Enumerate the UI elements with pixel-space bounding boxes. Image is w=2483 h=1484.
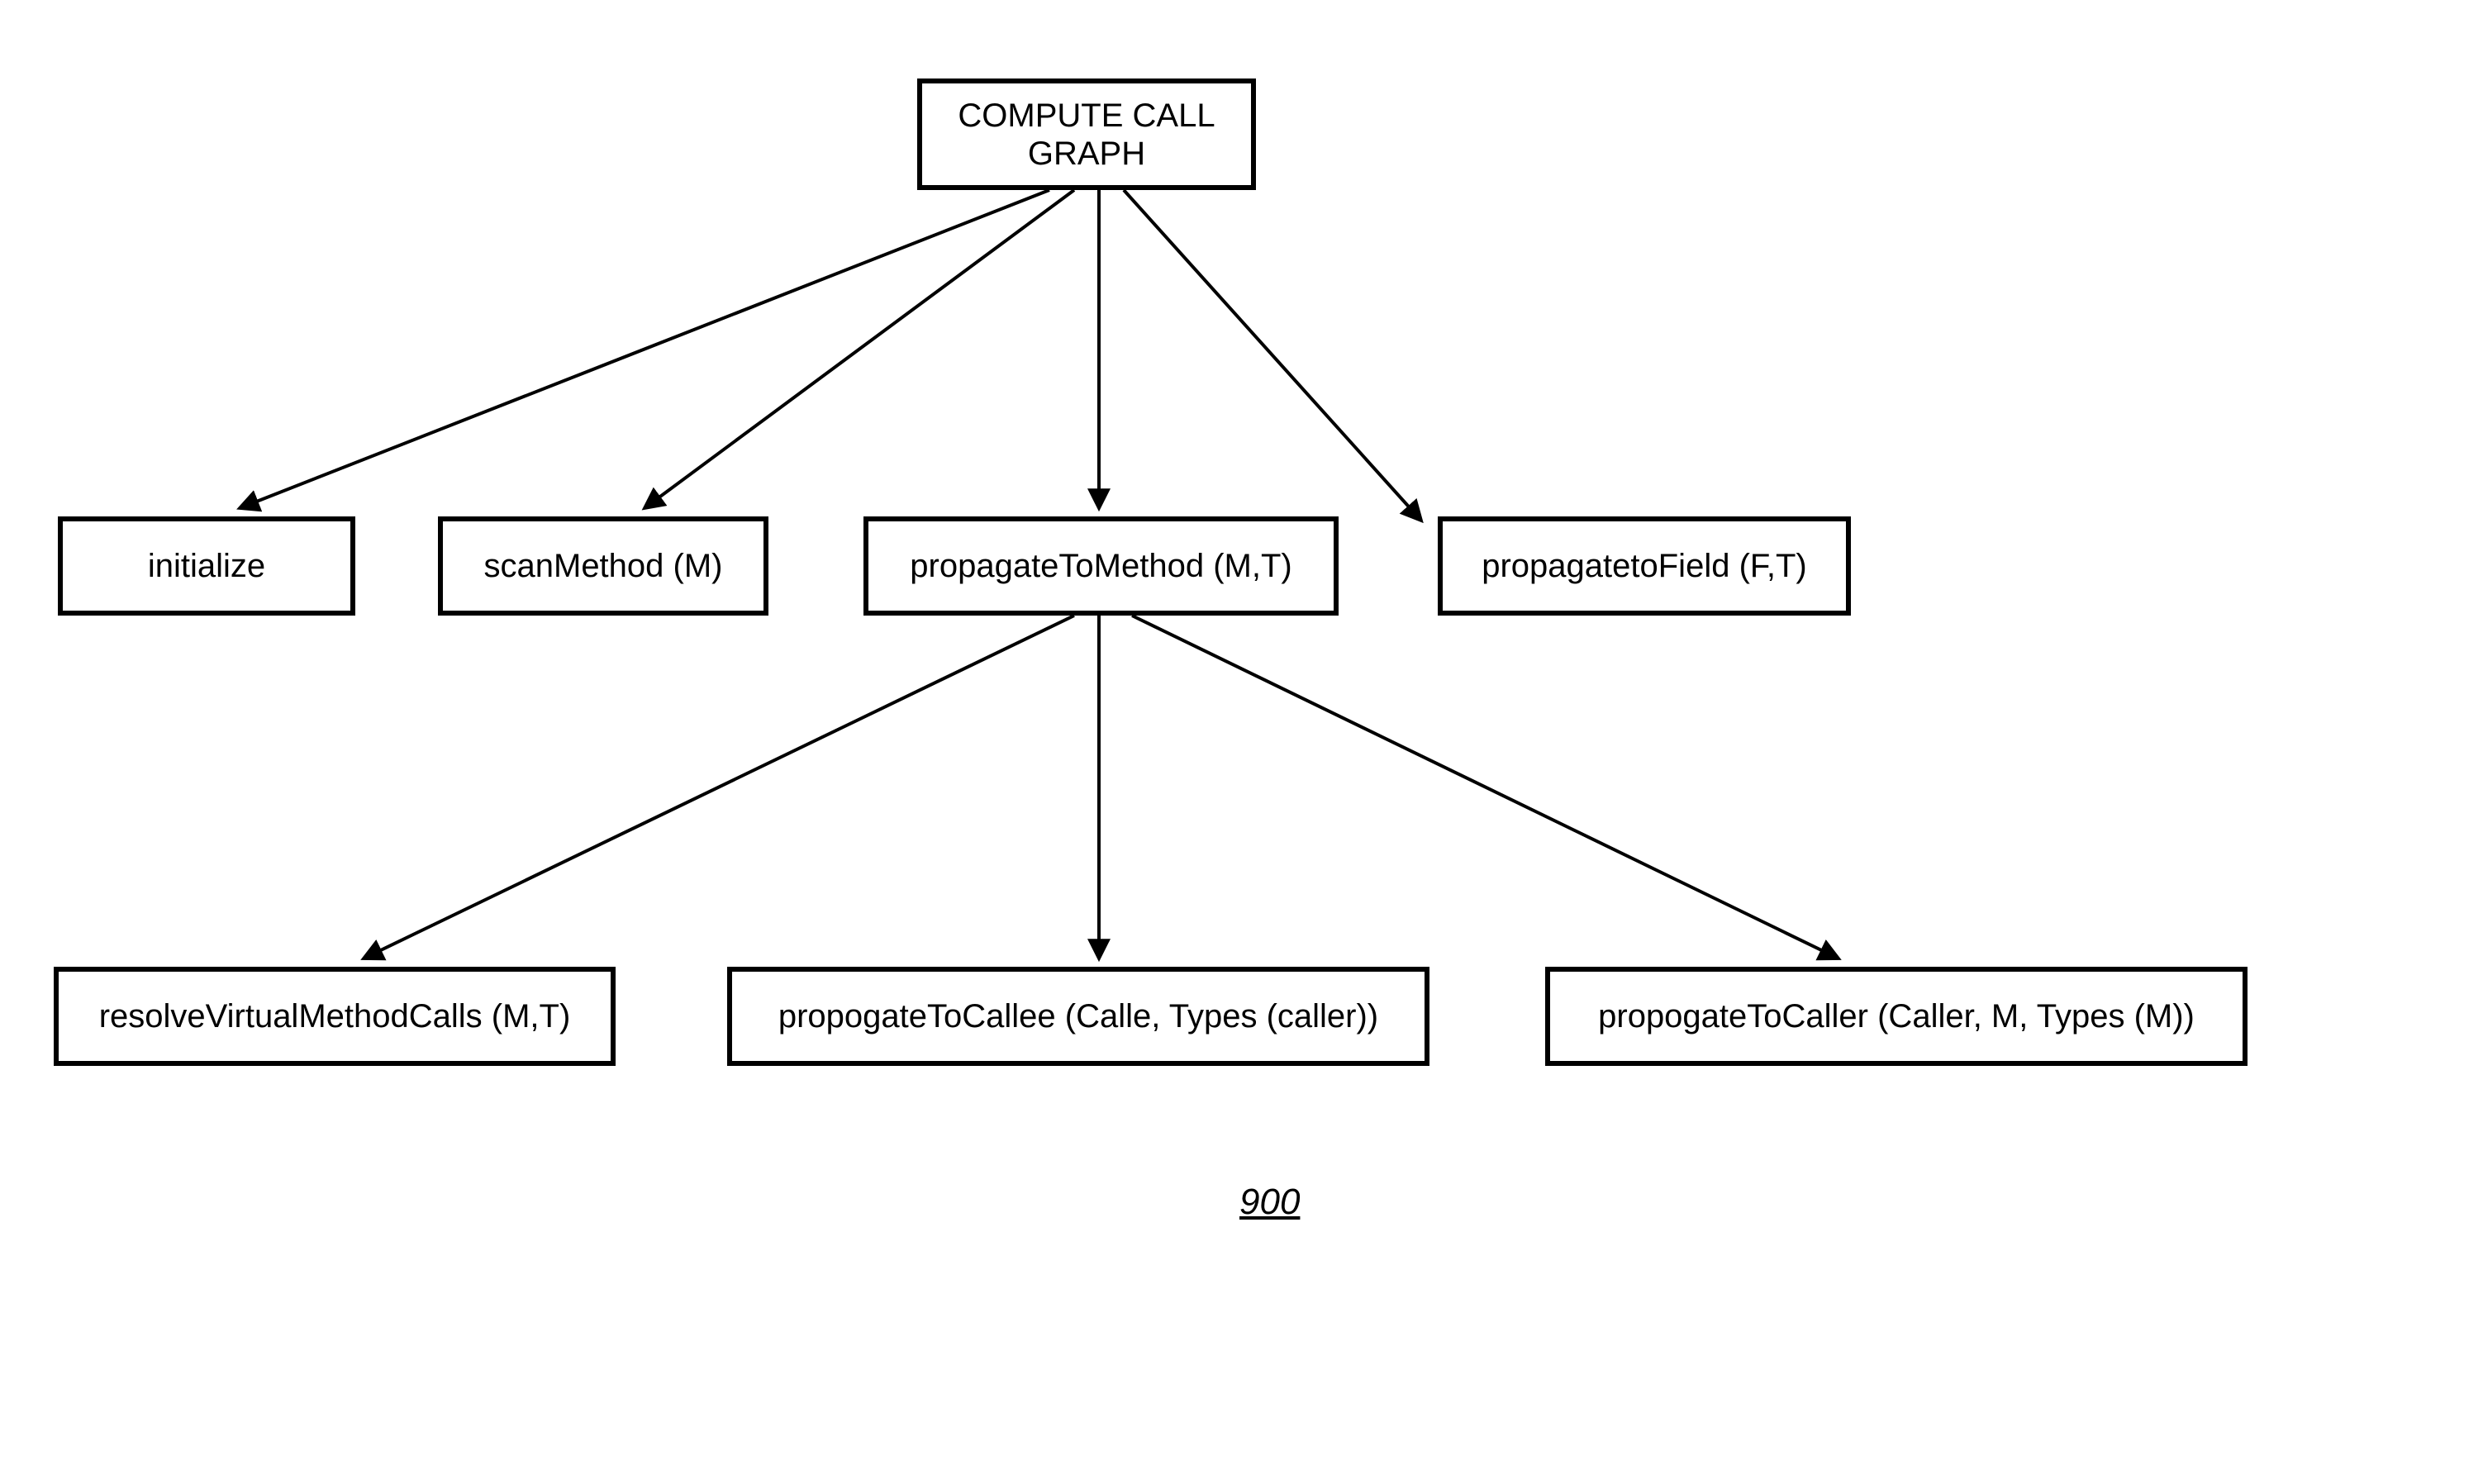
edges-layer	[0, 0, 2483, 1484]
node-initialize: initialize	[58, 516, 355, 616]
node-compute-call-graph: COMPUTE CALL GRAPH	[917, 78, 1256, 190]
node-label: propagateToMethod (M,T)	[910, 548, 1291, 585]
figure-number-label: 900	[1239, 1182, 1300, 1223]
node-label: propogateToCaller (Caller, M, Types (M))	[1598, 998, 2195, 1035]
node-propagate-to-caller: propogateToCaller (Caller, M, Types (M))	[1545, 967, 2248, 1066]
node-propagate-to-method: propagateToMethod (M,T)	[863, 516, 1339, 616]
node-scan-method: scanMethod (M)	[438, 516, 768, 616]
node-propagate-to-field: propagatetoField (F,T)	[1438, 516, 1851, 616]
figure-number-text: 900	[1239, 1182, 1300, 1222]
edge-root-n1	[240, 190, 1049, 508]
node-resolve-virtual-method-calls: resolveVirtualMethodCalls (M,T)	[54, 967, 616, 1066]
node-propagate-to-callee: propogateToCallee (Calle, Types (caller)…	[727, 967, 1429, 1066]
edge-root-n2	[645, 190, 1074, 508]
node-label: propogateToCallee (Calle, Types (caller)…	[778, 998, 1378, 1035]
node-label: scanMethod (M)	[484, 548, 723, 585]
node-label: resolveVirtualMethodCalls (M,T)	[99, 998, 571, 1035]
edge-n3-n5	[364, 616, 1074, 958]
edge-n3-n7	[1132, 616, 1838, 958]
node-label: COMPUTE CALL GRAPH	[947, 97, 1226, 173]
node-label: initialize	[148, 548, 265, 585]
node-label: propagatetoField (F,T)	[1482, 548, 1807, 585]
edge-root-n4	[1124, 190, 1421, 521]
